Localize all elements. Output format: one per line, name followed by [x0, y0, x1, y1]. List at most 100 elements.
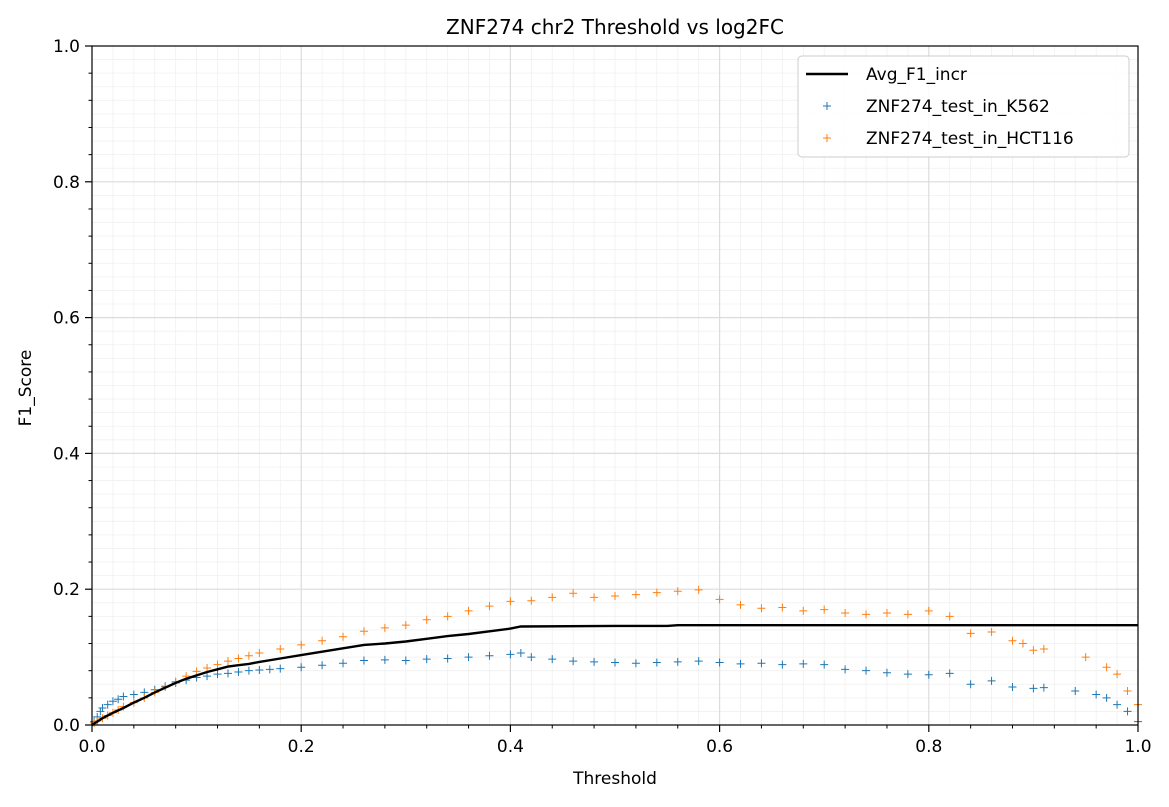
data-point [862, 666, 871, 675]
data-point [945, 612, 954, 621]
data-point [516, 649, 525, 658]
data-point [903, 670, 912, 679]
data-point [945, 669, 954, 678]
data-point [987, 627, 996, 636]
grid [92, 46, 1138, 725]
data-point [244, 666, 253, 675]
data-point [359, 656, 368, 665]
data-point [924, 670, 933, 679]
data-point [631, 659, 640, 668]
data-point [464, 653, 473, 662]
data-point [485, 602, 494, 611]
legend-label: ZNF274_test_in_K562 [866, 97, 1050, 117]
data-point [820, 660, 829, 669]
data-point [234, 668, 243, 677]
data-point [443, 654, 452, 663]
data-point [1039, 683, 1048, 692]
x-tick-label: 0.2 [288, 737, 315, 757]
data-point [757, 659, 766, 668]
data-point [882, 608, 891, 617]
data-point [673, 657, 682, 666]
legend-plus-marker [823, 134, 831, 142]
legend: Avg_F1_incr ZNF274_test_in_K562 ZNF274_tes… [797, 55, 1130, 158]
legend-label: Avg_F1_incr [866, 65, 967, 85]
data-point [485, 651, 494, 660]
data-point [297, 640, 306, 649]
plot-frame [91, 45, 1139, 726]
y-tick-label: 1.0 [53, 37, 80, 57]
data-point [694, 657, 703, 666]
y-tick-label: 0.4 [53, 444, 80, 464]
x-tick-label: 0.8 [915, 737, 942, 757]
data-point [652, 588, 661, 597]
data-point [611, 591, 619, 600]
data-point [1071, 687, 1080, 696]
data-point [527, 596, 536, 605]
data-point [1029, 684, 1038, 693]
data-point [1081, 653, 1090, 662]
data-point [799, 659, 808, 668]
y-tick-label: 0.0 [53, 716, 80, 736]
data-point [590, 657, 599, 666]
data-point [213, 670, 222, 679]
data-point [715, 658, 724, 667]
data-point [673, 587, 682, 596]
data-point [234, 654, 243, 663]
data-point [1008, 682, 1017, 691]
data-point [569, 589, 578, 598]
plot-data [90, 585, 1142, 727]
data-point [548, 593, 557, 602]
data-point [715, 595, 724, 604]
data-point [114, 695, 123, 704]
axis-ticks: 0.0 0.2 0.4 0.6 0.8 1.0 0.0 0.2 0.4 0.6 0.8 1.0 [53, 37, 1152, 757]
data-point [203, 672, 212, 681]
data-point [527, 653, 536, 662]
data-point [276, 644, 285, 653]
data-point [966, 629, 975, 638]
chart-title: ZNF274 chr2 Threshold vs log2FC [446, 15, 784, 39]
data-point [255, 666, 264, 675]
data-point [129, 690, 138, 699]
data-point [96, 707, 105, 716]
x-axis-label: Threshold [572, 769, 657, 789]
data-point [652, 658, 661, 667]
data-point [924, 606, 933, 615]
x-tick-label: 0.0 [78, 737, 105, 757]
data-point [757, 604, 766, 613]
data-point [694, 585, 703, 594]
legend-label: ZNF274_test_in_HCT116 [866, 129, 1074, 149]
data-point [359, 627, 368, 636]
data-point [213, 660, 222, 669]
data-point [401, 621, 410, 630]
y-tick-label: 0.6 [53, 309, 80, 329]
data-point [820, 605, 829, 614]
data-point [108, 697, 117, 706]
data-point [464, 606, 473, 615]
data-point [1018, 639, 1027, 648]
data-point [778, 603, 787, 612]
legend-box [797, 55, 1130, 158]
data-point [862, 610, 871, 619]
data-point [380, 623, 389, 632]
data-point [631, 590, 640, 599]
data-point [506, 650, 515, 659]
x-tick-label: 1.0 [1124, 737, 1151, 757]
data-point [1113, 700, 1122, 709]
data-point [339, 659, 348, 668]
data-point [244, 651, 253, 660]
data-point [223, 657, 232, 666]
data-point [506, 597, 515, 606]
data-point [265, 665, 274, 674]
data-point [987, 676, 996, 685]
data-point [611, 658, 619, 667]
series-ZNF274_test_in_K562 [90, 649, 1142, 726]
data-point [1102, 663, 1111, 672]
data-point [443, 612, 452, 621]
data-point [736, 600, 745, 609]
data-point [223, 669, 232, 678]
data-point [799, 606, 808, 615]
data-point [203, 663, 212, 672]
data-point [318, 636, 327, 645]
